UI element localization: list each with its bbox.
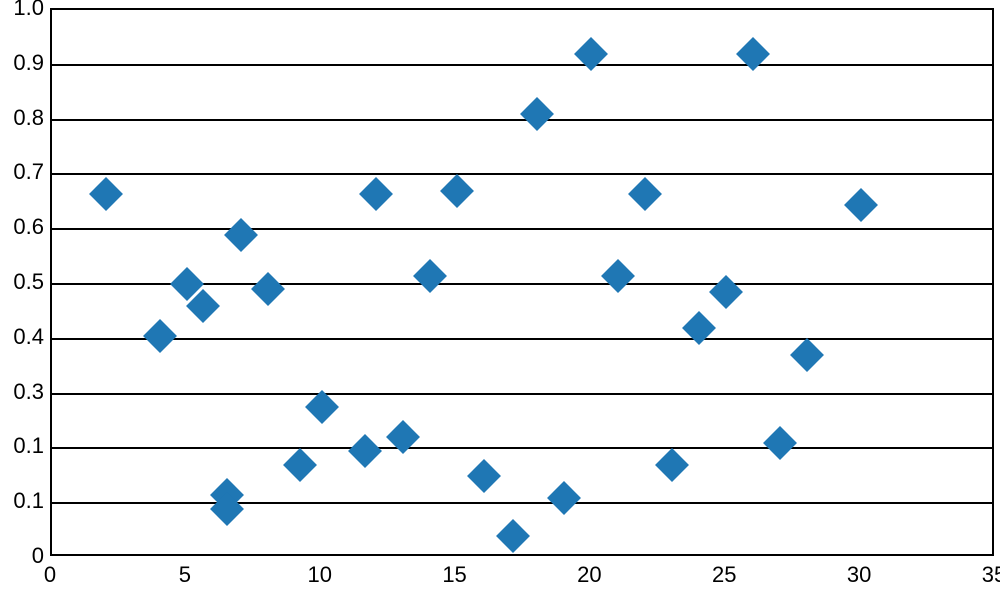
gridline-y — [52, 502, 992, 504]
gridline-y — [52, 393, 992, 395]
x-tick-label: 35 — [982, 562, 1000, 588]
gridline-y — [52, 228, 992, 230]
gridline-y — [52, 173, 992, 175]
data-point — [413, 259, 447, 293]
x-tick-label: 20 — [577, 562, 601, 588]
data-point — [359, 177, 393, 211]
y-tick-label: 0.4 — [13, 324, 44, 350]
x-tick-label: 0 — [44, 562, 56, 588]
data-point — [251, 272, 285, 306]
x-tick-label: 30 — [847, 562, 871, 588]
data-point — [844, 188, 878, 222]
data-point — [89, 177, 123, 211]
data-point — [521, 97, 555, 131]
y-tick-label: 0.5 — [13, 269, 44, 295]
data-point — [283, 448, 317, 482]
data-point — [440, 174, 474, 208]
gridline-y — [52, 64, 992, 66]
y-tick-label: 0 — [32, 543, 44, 569]
scatter-chart: 0 0.1 0.1 0.3 0.4 0.5 0.6 0.7 0.8 0.9 1.0 0 5 10 15 20 2… — [0, 0, 1000, 591]
data-point — [305, 390, 339, 424]
y-tick-label: 0.1 — [13, 433, 44, 459]
x-tick-label: 10 — [307, 562, 331, 588]
y-tick-label: 0.1 — [13, 488, 44, 514]
data-point — [143, 319, 177, 353]
data-point — [709, 275, 743, 309]
data-point — [496, 519, 530, 553]
gridline-y — [52, 338, 992, 340]
y-tick-label: 0.8 — [13, 105, 44, 131]
data-point — [467, 459, 501, 493]
gridline-y — [52, 119, 992, 121]
data-point — [763, 426, 797, 460]
data-point — [348, 434, 382, 468]
plot-area — [50, 8, 994, 556]
data-point — [655, 448, 689, 482]
y-tick-label: 0.6 — [13, 214, 44, 240]
data-point — [601, 259, 635, 293]
y-tick-label: 0.9 — [13, 50, 44, 76]
y-tick-label: 0.3 — [13, 379, 44, 405]
gridline-y — [52, 447, 992, 449]
x-tick-label: 25 — [712, 562, 736, 588]
x-tick-label: 5 — [179, 562, 191, 588]
data-point — [628, 177, 662, 211]
data-point — [790, 338, 824, 372]
data-point — [547, 481, 581, 515]
x-tick-label: 15 — [442, 562, 466, 588]
data-point — [224, 218, 258, 252]
y-tick-label: 1.0 — [13, 0, 44, 21]
y-tick-label: 0.7 — [13, 159, 44, 185]
